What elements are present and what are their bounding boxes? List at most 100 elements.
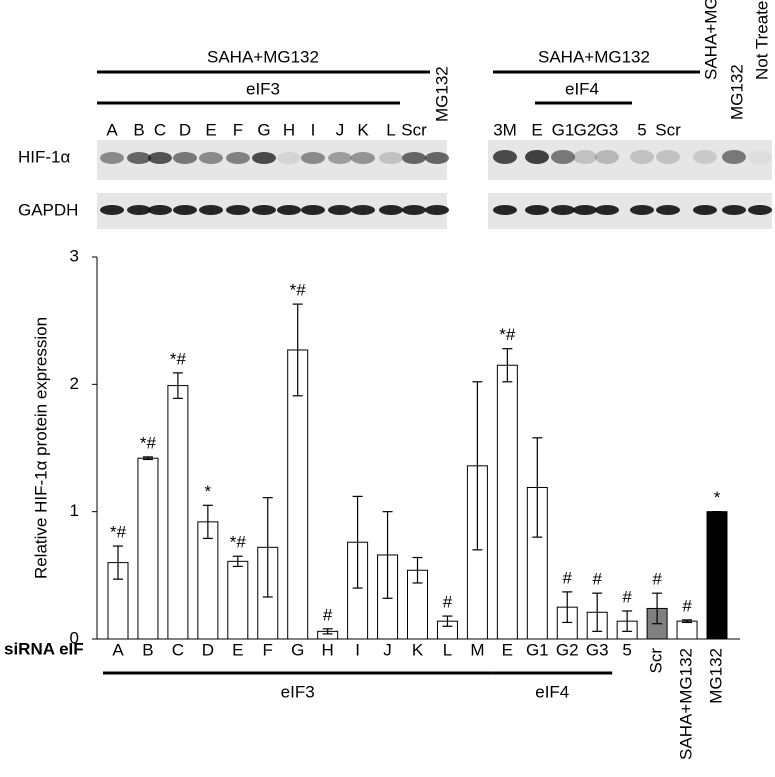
blot-row-label: GAPDH [18,200,78,219]
significance-marker: # [443,593,453,612]
band [630,205,654,215]
band [351,205,375,215]
band [173,152,197,164]
x-axis-label: siRNA eIF [4,639,84,658]
band [379,205,403,215]
x-tick-label: G1 [526,640,549,659]
y-tick-label: 2 [70,374,79,393]
significance-marker: # [652,570,662,589]
significance-marker: *# [110,523,127,542]
y-tick-label: 1 [70,501,79,520]
bar [496,364,518,640]
band [722,150,746,164]
lane-label: 3M [493,120,517,139]
plot: 0 1 2 3 Relative HIF-1α protein expression si… [4,246,740,760]
x-tick-label: M [470,640,484,659]
band [656,150,680,164]
x-tick-label: E [502,640,513,659]
band [402,205,426,215]
x-tick-label: E [232,640,243,659]
band [173,205,197,215]
x-tick-label: G2 [556,640,579,659]
band [252,152,276,164]
band [748,150,772,164]
x-tick-label: Scr [647,648,666,674]
significance-marker: # [592,570,602,589]
band [573,205,597,215]
band [351,152,375,164]
lane-label: G3 [596,120,619,139]
lane-label: E [531,120,542,139]
band [301,205,325,215]
band [127,152,151,164]
band [379,152,403,164]
lane-label: G1 [552,120,575,139]
band [551,150,575,164]
band [493,150,517,164]
lane-label: B [133,120,144,139]
group-label: eIF3 [281,682,315,701]
band [525,150,549,164]
band [226,205,250,215]
x-tick-label: I [355,640,360,659]
band [573,150,597,164]
bar [706,511,728,640]
significance-marker: *# [230,533,247,552]
band [693,150,717,164]
significance-marker: # [682,596,692,615]
blot-bands [100,150,772,215]
bar [137,457,159,640]
band [551,205,575,215]
x-tick-label: L [443,640,452,659]
band [328,152,352,164]
band [748,205,772,215]
x-tick-label: 5 [622,640,631,659]
band [693,205,717,215]
band [277,152,301,164]
lane-label: Not Treated [752,0,771,80]
x-tick-label: SAHA+MG132 [677,648,696,760]
band [199,205,223,215]
lane-label: G [257,120,270,139]
significance-marker: *# [499,325,516,344]
x-tick-label: D [202,640,214,659]
lane-label: 5 [637,120,646,139]
lane-label: E [205,120,216,139]
band [226,152,250,164]
band [199,152,223,164]
band [425,205,449,215]
lane-label: Scr [401,120,427,139]
lane-label: J [336,120,345,139]
x-tick-label: H [322,640,334,659]
lane-label: MG132 [727,64,746,120]
lane-label: F [233,120,243,139]
blot-row-label: HIF-1α [18,147,71,166]
x-tick-label: C [172,640,184,659]
bar [197,521,219,640]
lane-label: SAHA+MG132 [701,0,720,80]
band [277,205,301,215]
y-tick-label: 0 [70,628,79,647]
x-tick-label: J [383,640,392,659]
significance-marker: *# [290,281,307,300]
lane-label: K [357,120,369,139]
lane-label: G2 [574,120,597,139]
bar [167,385,189,640]
lane-label: L [386,120,395,139]
band [595,205,619,215]
lane-label: D [179,120,191,139]
blot-header: SAHA+MG132 [207,47,319,66]
band [148,152,172,164]
significance-marker: *# [170,349,187,368]
band [100,152,124,164]
x-tick-label: MG132 [706,648,725,704]
significance-marker: *# [140,433,157,452]
band [148,205,172,215]
significance-marker: # [563,568,573,587]
blot-header: SAHA+MG132 [538,47,650,66]
x-tick-label: G [291,640,304,659]
bar [227,560,249,640]
band [493,205,517,215]
